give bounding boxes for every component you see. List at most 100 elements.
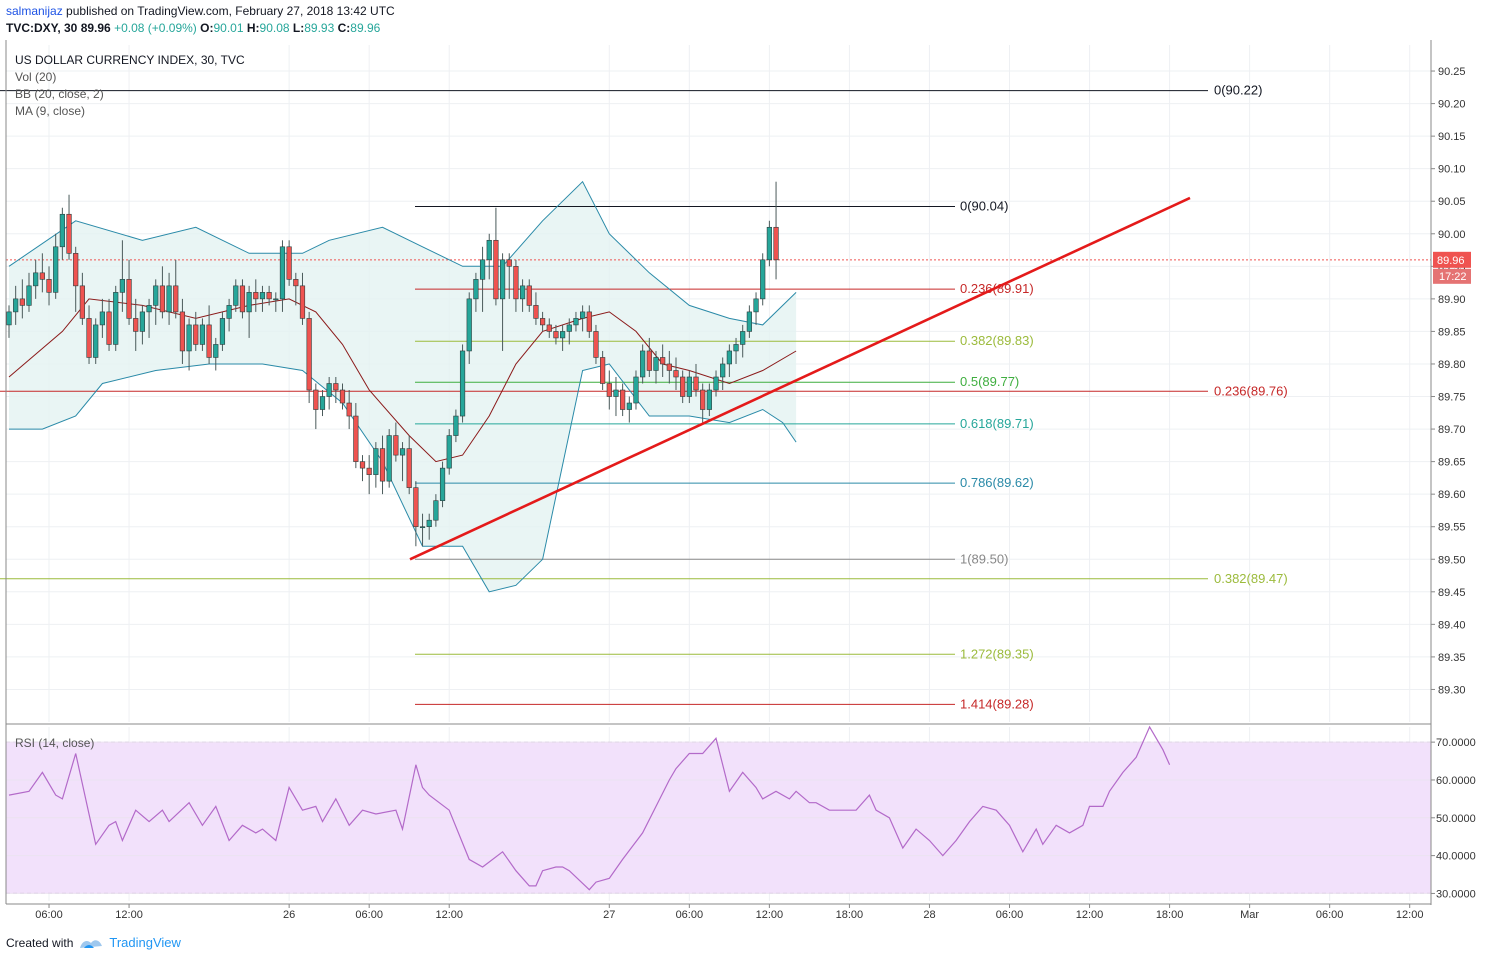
fib-level-label: 0.382(89.83): [960, 333, 1034, 348]
candle: [486, 233, 492, 280]
trendline[interactable]: [409, 196, 1191, 561]
time-tick-label: Mar: [1240, 909, 1259, 921]
price-tick-label: 89.30: [1438, 684, 1466, 696]
candle: [306, 311, 312, 404]
candle: [219, 311, 226, 351]
legend-vol[interactable]: Vol (20): [15, 70, 57, 84]
high-label: H:: [246, 21, 260, 35]
candle-body: [660, 357, 666, 365]
change: +0.08 (+0.09%): [114, 21, 197, 35]
candle: [373, 442, 379, 488]
candle: [733, 337, 739, 364]
candle-body: [533, 305, 539, 319]
candle: [399, 442, 406, 482]
candle: [666, 350, 672, 384]
candle: [426, 513, 432, 540]
candle-body: [466, 298, 472, 352]
candle-body: [640, 350, 646, 378]
candle-body: [73, 253, 79, 287]
candle-body: [419, 526, 426, 529]
open-label: O:: [200, 21, 214, 35]
candle: [73, 246, 79, 312]
candle: [573, 311, 579, 332]
candle-body: [246, 292, 252, 313]
price-tick-label: 90.00: [1438, 229, 1466, 241]
candle-body: [319, 396, 326, 410]
candle: [600, 350, 606, 391]
author-link[interactable]: salmanijaz: [6, 4, 63, 18]
candle: [366, 455, 372, 495]
candle-body: [313, 389, 319, 410]
candle: [193, 311, 199, 351]
candle-body: [686, 376, 692, 397]
candle-body: [553, 331, 559, 339]
tradingview-brand[interactable]: TradingView: [109, 935, 181, 950]
candle-body: [226, 305, 232, 319]
candle: [479, 246, 486, 312]
candle: [700, 383, 706, 423]
time-tick-label: 06:00: [35, 909, 63, 921]
time-tick-label: 27: [603, 909, 615, 921]
candle-body: [573, 318, 579, 326]
rsi-line: [8, 725, 1171, 891]
candle-body: [193, 324, 199, 345]
candle: [126, 259, 132, 325]
candle-body: [499, 259, 506, 300]
candle-body: [139, 311, 146, 332]
legend-ma[interactable]: MA (9, close): [15, 104, 86, 118]
candle: [266, 285, 272, 306]
price-tick-label: 89.35: [1438, 652, 1466, 664]
candle: [499, 253, 506, 351]
last-price: 89.96: [80, 21, 111, 35]
candle: [439, 461, 446, 508]
high-value: 90.08: [259, 21, 290, 35]
bb-fill-area: [9, 181, 797, 592]
candle: [233, 279, 239, 312]
price-tick-label: 89.90: [1438, 294, 1466, 306]
candle: [299, 272, 306, 325]
candle-body: [379, 448, 386, 482]
price-tick-label: 89.40: [1438, 619, 1466, 631]
candle: [493, 207, 499, 306]
candle: [519, 279, 526, 312]
time-tick-label: 06:00: [355, 909, 383, 921]
candle: [133, 298, 139, 351]
candle: [506, 253, 512, 299]
candle-body: [426, 519, 432, 528]
fib-level-label: 0(90.22): [1214, 83, 1262, 98]
candle: [533, 292, 539, 325]
candle-body: [326, 383, 332, 397]
time-tick-label: 12:00: [435, 909, 463, 921]
price-tick-label: 89.85: [1438, 326, 1466, 338]
candle: [773, 181, 779, 280]
candle-body: [593, 331, 599, 358]
candle: [199, 318, 206, 351]
candle-body: [399, 448, 406, 456]
candle-body: [173, 285, 179, 313]
candle-body: [26, 285, 32, 306]
candle-body: [626, 402, 632, 410]
candle-body: [433, 500, 439, 521]
legend-rsi[interactable]: RSI (14, close): [15, 736, 95, 750]
candle: [413, 481, 419, 547]
candle: [680, 370, 686, 404]
candle-body: [359, 461, 366, 469]
candle: [19, 279, 25, 319]
candle-body: [46, 279, 52, 293]
candle-body: [453, 415, 459, 436]
candle-body: [566, 324, 572, 332]
candle-body: [706, 389, 712, 410]
candle: [646, 337, 652, 377]
candle: [613, 376, 619, 417]
legend-bb[interactable]: BB (20, close, 2): [15, 87, 104, 101]
candle: [13, 285, 19, 325]
candle-body: [273, 298, 279, 301]
price-tick-label: 89.65: [1438, 457, 1466, 469]
candle: [760, 253, 766, 306]
candle-body: [346, 402, 352, 417]
candle: [6, 305, 12, 338]
candle-body: [646, 350, 652, 371]
candle: [99, 298, 105, 338]
candle: [419, 513, 426, 547]
